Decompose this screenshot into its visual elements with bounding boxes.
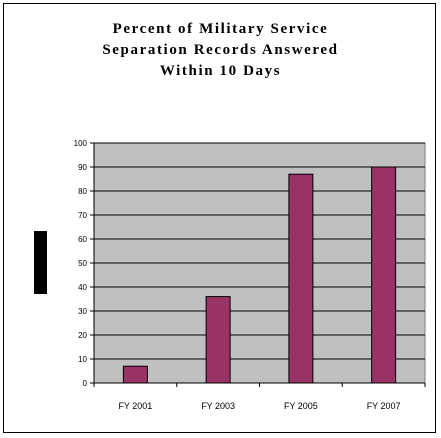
y-tick-label-0: 0: [83, 379, 88, 388]
y-tick-label-100: 100: [74, 139, 88, 148]
chart-title: Percent of Military Service Separation R…: [0, 19, 441, 82]
y-tick-label-80: 80: [78, 187, 87, 196]
bar-fy-2003: [205, 296, 231, 384]
x-tick-label-fy-2003: FY 2003: [201, 401, 235, 411]
bar-fy-2007: [371, 166, 397, 384]
chart-title-line-2: Separation Records Answered: [102, 42, 339, 58]
y-tick-label-30: 30: [78, 307, 87, 316]
y-tick-label-40: 40: [78, 283, 87, 292]
x-tick-label-fy-2007: FY 2007: [367, 401, 401, 411]
bar-fy-2005: [288, 173, 314, 384]
y-tick-label-10: 10: [78, 355, 87, 364]
y-tick-label-60: 60: [78, 235, 87, 244]
chart-title-line-3: Within 10 Days: [159, 63, 282, 79]
y-axis-label-redacted-block: [34, 231, 47, 294]
bar-fy-2001: [122, 365, 148, 384]
y-tick-label-90: 90: [78, 163, 87, 172]
chart-title-line-1: Percent of Military Service: [112, 21, 329, 37]
y-tick-label-20: 20: [78, 331, 87, 340]
x-tick-label-fy-2001: FY 2001: [118, 401, 152, 411]
y-tick-label-50: 50: [78, 259, 87, 268]
x-tick-label-fy-2005: FY 2005: [284, 401, 318, 411]
y-tick-label-70: 70: [78, 211, 87, 220]
